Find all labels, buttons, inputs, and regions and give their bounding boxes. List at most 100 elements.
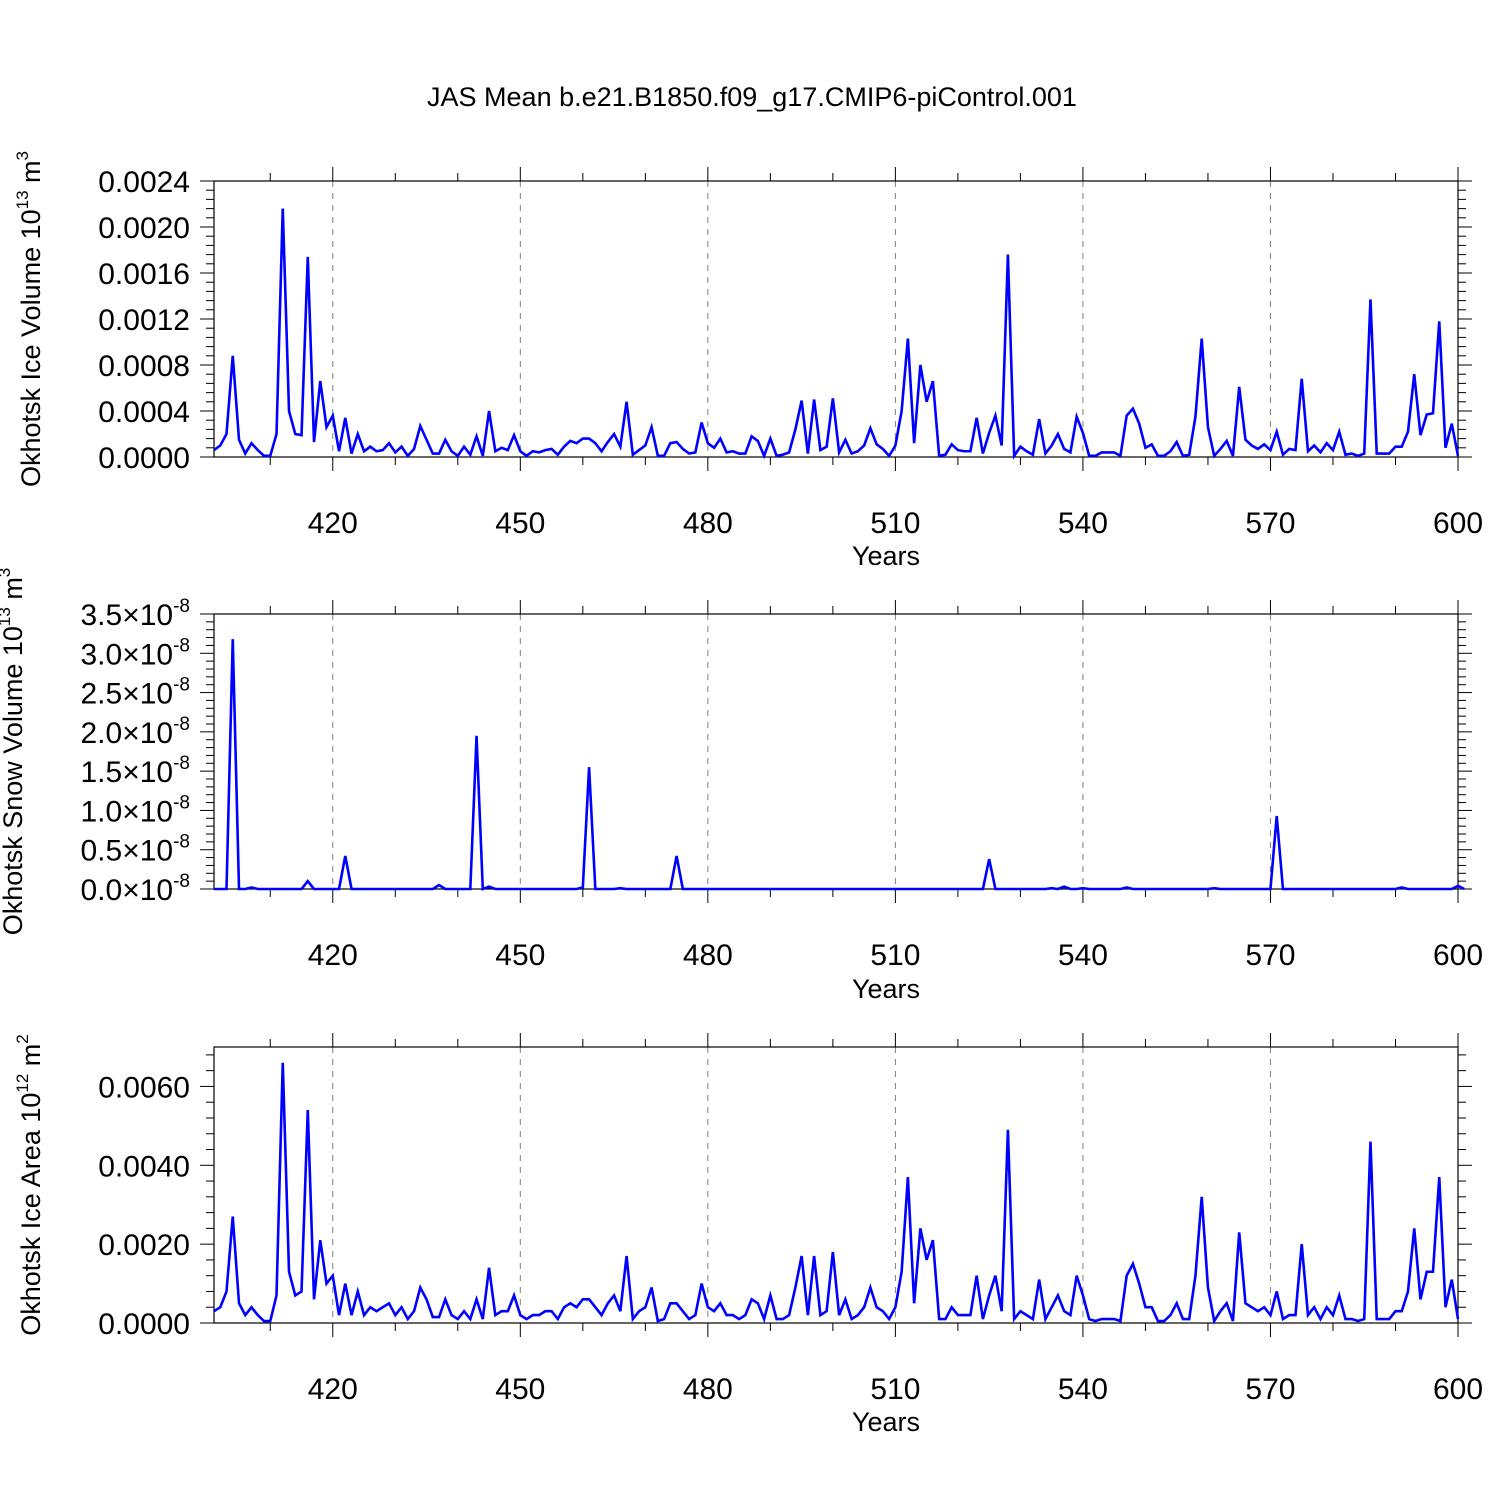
y-tick-mantissa: 3.0 <box>80 638 122 671</box>
series-line <box>213 1062 1460 1325</box>
y-tick-times: × <box>122 874 140 907</box>
y-axis-title-unit: m <box>16 160 46 190</box>
y-tick-label: 0.0040 <box>98 1150 190 1183</box>
y-tick-exponent: -8 <box>173 714 190 735</box>
y-axis-title-exponent: 13 <box>0 607 14 626</box>
y-tick-times: × <box>122 638 140 671</box>
y-axis-title-text: Okhotsk Ice Volume 10 <box>16 209 46 487</box>
y-tick-label: 0.0020 <box>98 212 190 245</box>
y-tick-label: 3.5×10-8 <box>80 596 190 632</box>
y-tick-base: 10 <box>140 835 173 868</box>
y-axis-title-unit: m <box>0 577 28 607</box>
x-tick-label: 600 <box>1433 507 1483 540</box>
x-tick-label: 600 <box>1433 939 1483 972</box>
y-tick-mantissa: 3.5 <box>80 599 122 632</box>
panel-3: 0.0000 0.0020 0.0040 0.0060 420 450 480 510 540 5… <box>13 1033 1483 1437</box>
chart-title: JAS Mean b.e21.B1850.f09_g17.CMIP6-piCon… <box>427 82 1077 112</box>
y-tick-label: 0.0024 <box>98 166 190 199</box>
x-tick-label: 450 <box>495 1373 545 1406</box>
y-tick-mantissa: 1.0 <box>80 795 122 828</box>
x-tick-label: 450 <box>495 507 545 540</box>
y-axis-title-exponent: 12 <box>13 1074 32 1093</box>
x-tick-label: 510 <box>870 939 920 972</box>
x-tick-label: 480 <box>683 1373 733 1406</box>
y-tick-times: × <box>122 835 140 868</box>
x-tick-label: 510 <box>870 1373 920 1406</box>
plot-frame <box>213 613 1459 890</box>
y-tick-base: 10 <box>140 874 173 907</box>
y-axis-title-unit-exponent: 3 <box>0 568 14 577</box>
y-axis-title-exponent: 13 <box>13 190 32 209</box>
y-tick-label: 0.0060 <box>98 1071 190 1104</box>
y-tick-label: 0.0012 <box>98 304 190 337</box>
y-tick-times: × <box>122 795 140 828</box>
y-tick-mantissa: 0.0 <box>80 874 122 907</box>
x-axis-title: Years <box>852 1407 920 1437</box>
y-tick-mantissa: 2.5 <box>80 678 122 711</box>
y-tick-label: 0.0×10-8 <box>80 871 190 907</box>
x-tick-label: 570 <box>1245 507 1295 540</box>
x-axis-title: Years <box>852 974 920 1004</box>
y-tick-label: 0.0020 <box>98 1229 190 1262</box>
y-tick-base: 10 <box>140 599 173 632</box>
y-tick-base: 10 <box>140 756 173 789</box>
x-tick-label: 600 <box>1433 1373 1483 1406</box>
x-tick-label: 480 <box>683 507 733 540</box>
y-tick-label: 1.0×10-8 <box>80 792 190 828</box>
y-tick-label: 0.5×10-8 <box>80 832 190 868</box>
y-tick-label: 3.0×10-8 <box>80 635 190 671</box>
y-tick-exponent: -8 <box>173 635 190 656</box>
y-tick-label: 0.0008 <box>98 350 190 383</box>
x-tick-label: 480 <box>683 939 733 972</box>
series-line <box>214 639 1465 891</box>
x-tick-label: 420 <box>308 939 358 972</box>
y-tick-label: 2.0×10-8 <box>80 714 190 750</box>
y-tick-base: 10 <box>140 638 173 671</box>
y-tick-base: 10 <box>140 717 173 750</box>
y-tick-times: × <box>122 678 140 711</box>
y-tick-exponent: -8 <box>173 596 190 617</box>
plot-frame <box>213 1046 1459 1324</box>
y-axis-title-text: Okhotsk Snow Volume 10 <box>0 626 28 935</box>
y-tick-label: 2.5×10-8 <box>80 675 190 711</box>
y-tick-label: 0.0016 <box>98 258 190 291</box>
panel-1: 0.0000 0.0004 0.0008 0.0012 0.0016 0.0020 0.00… <box>13 151 1483 571</box>
x-tick-label: 570 <box>1245 939 1295 972</box>
x-tick-label: 450 <box>495 939 545 972</box>
y-axis-title: Okhotsk Ice Volume 1013 m3 <box>13 151 46 487</box>
x-tick-label: 570 <box>1245 1373 1295 1406</box>
x-tick-label: 510 <box>870 507 920 540</box>
y-tick-times: × <box>122 717 140 750</box>
x-axis-title: Years <box>852 541 920 571</box>
y-tick-exponent: -8 <box>173 792 190 813</box>
y-axis-title: Okhotsk Snow Volume 1013 m3 <box>0 568 28 936</box>
y-tick-exponent: -8 <box>173 871 190 892</box>
y-tick-mantissa: 1.5 <box>80 756 122 789</box>
y-tick-label: 0.0000 <box>98 1308 190 1341</box>
y-tick-base: 10 <box>140 678 173 711</box>
y-tick-exponent: -8 <box>173 753 190 774</box>
y-axis-title: Okhotsk Ice Area 1012 m2 <box>13 1034 46 1336</box>
y-tick-mantissa: 0.5 <box>80 835 122 868</box>
x-tick-label: 420 <box>308 1373 358 1406</box>
y-tick-label: 0.0004 <box>98 396 190 429</box>
x-tick-label: 540 <box>1058 939 1108 972</box>
panel-2: 0.0×10-80.5×10-81.0×10-81.5×10-82.0×10-8… <box>0 568 1483 1004</box>
series-line <box>213 208 1460 460</box>
y-axis-title-text: Okhotsk Ice Area 10 <box>16 1093 46 1336</box>
y-tick-times: × <box>122 756 140 789</box>
y-axis-title-unit-exponent: 3 <box>13 151 32 160</box>
y-tick-exponent: -8 <box>173 675 190 696</box>
chart-panels: 0.00000.00040.00080.00120.00160.00200.00… <box>0 151 1483 1437</box>
y-tick-times: × <box>122 599 140 632</box>
x-tick-label: 420 <box>308 507 358 540</box>
y-tick-label: 1.5×10-8 <box>80 753 190 789</box>
y-tick-exponent: -8 <box>173 832 190 853</box>
y-tick-mantissa: 2.0 <box>80 717 122 750</box>
x-tick-label: 540 <box>1058 1373 1108 1406</box>
y-axis-title-unit-exponent: 2 <box>13 1034 32 1043</box>
x-tick-label: 540 <box>1058 507 1108 540</box>
y-tick-base: 10 <box>140 795 173 828</box>
y-axis-title-unit: m <box>16 1044 46 1074</box>
